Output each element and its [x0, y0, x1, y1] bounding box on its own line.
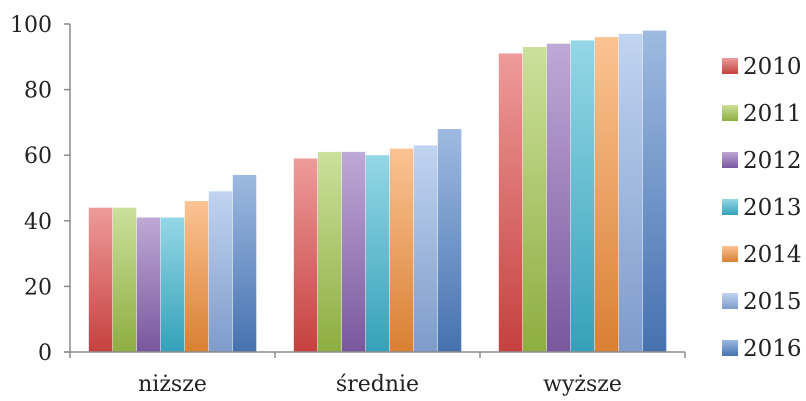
- legend-swatch-2014: [722, 246, 738, 262]
- bar-2014-3: [594, 37, 619, 352]
- legend-label-2014: 2014: [743, 242, 802, 268]
- y-tick-label: 100: [10, 13, 52, 38]
- bar-2012-3: [546, 43, 571, 352]
- legend-swatch-2011: [722, 105, 738, 121]
- bar-2013-2: [365, 155, 390, 352]
- legend-label-2013: 2013: [743, 195, 802, 221]
- bar-2015-3: [618, 33, 643, 353]
- bars-layer: [88, 30, 667, 353]
- legend-swatch-2010: [722, 58, 738, 74]
- bar-2016-1: [232, 174, 257, 352]
- bar-2014-1: [184, 201, 209, 352]
- x-tick-label: średnie: [336, 372, 419, 397]
- bar-2011-1: [112, 207, 137, 352]
- bar-2012-2: [341, 151, 366, 352]
- x-tick-label: wyższe: [543, 372, 622, 397]
- bar-2015-1: [208, 191, 233, 352]
- legend-swatch-2015: [722, 293, 738, 309]
- legend-label-2012: 2012: [743, 148, 802, 174]
- bar-2015-2: [413, 145, 438, 352]
- axes-layer: niższe średnie wyższe 0 20 40 60 80 100: [10, 13, 686, 397]
- bar-2010-3: [498, 53, 523, 352]
- y-tick-label: 40: [24, 210, 52, 235]
- bar-2016-3: [642, 30, 667, 352]
- legend-label-2010: 2010: [743, 54, 802, 80]
- bar-2016-2: [437, 129, 462, 352]
- legend-label-2011: 2011: [743, 101, 802, 127]
- bar-2010-2: [293, 158, 318, 352]
- legend-swatch-2013: [722, 199, 738, 215]
- bar-2013-3: [570, 40, 595, 353]
- y-tick-label: 80: [24, 79, 52, 104]
- legend-swatch-2012: [722, 152, 738, 168]
- bar-2014-2: [389, 148, 414, 352]
- legend: 2010 2011 2012 2013 2014 2015 2016: [722, 54, 802, 362]
- bar-2010-1: [88, 207, 113, 352]
- y-tick-label: 0: [38, 341, 52, 366]
- bar-2012-1: [136, 217, 161, 352]
- x-tick-label: niższe: [138, 372, 207, 397]
- bar-2011-2: [317, 151, 342, 352]
- bar-2011-3: [522, 47, 547, 352]
- bar-2013-1: [160, 217, 185, 352]
- y-tick-label: 20: [24, 275, 52, 300]
- legend-label-2015: 2015: [743, 289, 802, 315]
- legend-label-2016: 2016: [743, 336, 802, 362]
- legend-swatch-2016: [722, 340, 738, 356]
- y-tick-label: 60: [24, 144, 52, 169]
